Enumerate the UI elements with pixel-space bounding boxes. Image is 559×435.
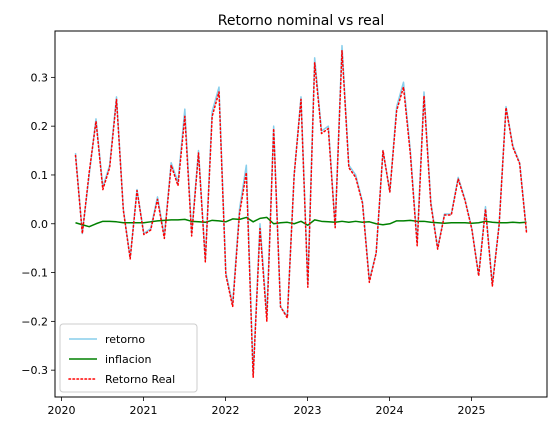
x-tick-label: 2023 bbox=[294, 404, 322, 417]
x-tick-label: 2021 bbox=[130, 404, 158, 417]
series-line-inflacion bbox=[75, 216, 527, 228]
y-tick-label: −0.3 bbox=[21, 364, 48, 377]
legend-box bbox=[59, 323, 198, 393]
legend-label: inflacion bbox=[105, 353, 152, 366]
series-line-retorno-real bbox=[74, 49, 528, 379]
legend: retorno inflacion Retorno Real bbox=[59, 323, 198, 393]
x-tick-label: 2025 bbox=[458, 404, 486, 417]
y-tick-label: −0.2 bbox=[21, 315, 48, 328]
y-tick-label: 0.0 bbox=[31, 218, 49, 231]
plot-lines bbox=[74, 44, 528, 379]
chart-title: Retorno nominal vs real bbox=[218, 13, 384, 29]
x-axis: 2020 2021 2022 2023 2024 2025 bbox=[48, 397, 486, 417]
y-axis: −0.3 −0.2 −0.1 0.0 0.1 0.2 0.3 bbox=[21, 71, 55, 377]
y-tick-label: 0.3 bbox=[31, 71, 49, 84]
x-tick-label: 2020 bbox=[48, 404, 76, 417]
x-tick-label: 2024 bbox=[376, 404, 404, 417]
y-tick-label: −0.1 bbox=[21, 267, 48, 280]
legend-label: Retorno Real bbox=[105, 373, 175, 386]
y-tick-label: 0.2 bbox=[31, 120, 49, 133]
y-tick-label: 0.1 bbox=[31, 169, 49, 182]
legend-label: retorno bbox=[105, 333, 145, 346]
plot-frame bbox=[54, 30, 548, 398]
x-tick-label: 2022 bbox=[212, 404, 240, 417]
